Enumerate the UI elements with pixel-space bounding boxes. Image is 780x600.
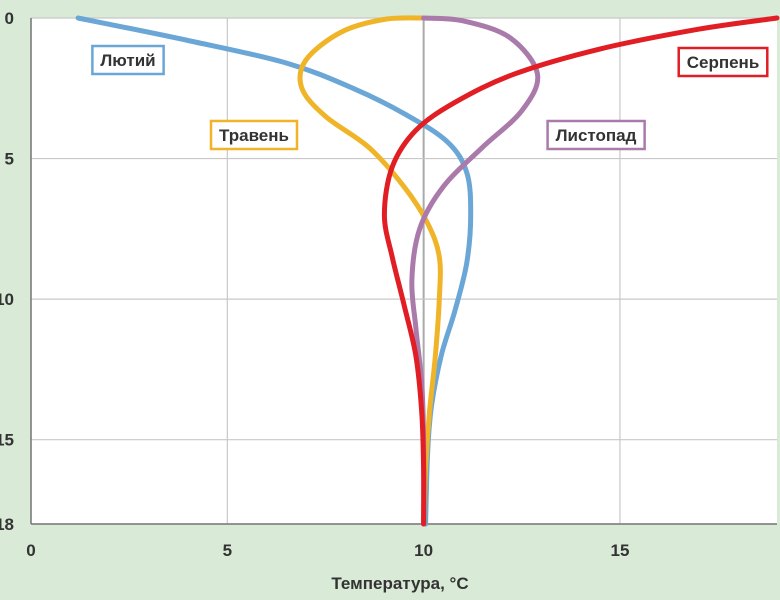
y-tick-label-0: 0 [5,9,14,28]
series-label-liutyi: Лютий [91,44,165,76]
series-label-text-liutyi: Лютий [100,51,155,70]
x-tick-label-15: 15 [610,541,629,560]
series-label-box-traven [209,119,299,151]
series-line-serpen [381,15,780,527]
series-label-serpen: Серпень [677,46,769,78]
series-label-box-liutyi [91,44,165,76]
plot-area [31,18,777,524]
y-tick-label-15: 15 [0,431,14,450]
series-label-text-lystopad: Листопад [556,126,637,145]
series-label-box-serpen [677,46,769,78]
series-label-box-lystopad [546,119,646,151]
series-label-text-traven: Травень [219,126,289,145]
x-axis-title: Температура, °С [331,574,468,593]
y-tick-label-5: 5 [5,150,14,169]
series-label-text-serpen: Серпень [687,53,760,72]
series-label-traven: Травень [209,119,299,151]
x-tick-label-5: 5 [223,541,232,560]
series-label-lystopad: Листопад [546,119,646,151]
series-label-layer: Лютий Травень Листопад Серпень [91,44,769,151]
y-tick-label-10: 10 [0,290,14,309]
series-layer [75,15,780,527]
y-tick-label-18: 18 [0,515,14,534]
x-tick-label-0: 0 [26,541,35,560]
x-tick-label-10: 10 [414,541,433,560]
series-line-traven [297,15,443,527]
tick-label-layer: 0 5 10 15 0 5 10 15 18 [0,9,629,560]
